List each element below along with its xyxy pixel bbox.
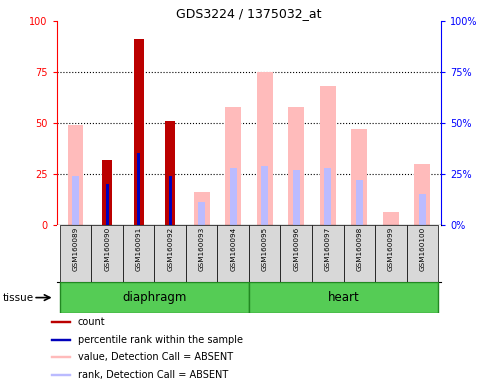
Bar [407,225,438,282]
Bar [51,374,71,376]
Text: GSM160098: GSM160098 [356,227,362,271]
Bar [60,282,249,313]
Title: GDS3224 / 1375032_at: GDS3224 / 1375032_at [176,7,322,20]
Bar [51,356,71,358]
Text: tissue: tissue [2,293,34,303]
Text: heart: heart [328,291,359,304]
Bar [419,194,426,225]
Bar [257,72,273,225]
Text: count: count [78,317,106,327]
Bar [154,225,186,282]
Bar [60,225,91,282]
Bar [352,129,367,225]
Text: GSM160090: GSM160090 [104,227,110,271]
Bar [249,225,281,282]
Bar [194,192,210,225]
Bar [217,225,249,282]
Text: percentile rank within the sample: percentile rank within the sample [78,334,243,344]
Bar [72,176,79,225]
Bar [293,170,300,225]
Bar [356,180,363,225]
Bar [134,40,143,225]
Bar [198,202,205,225]
Bar [375,225,407,282]
Bar [281,225,312,282]
Text: GSM160097: GSM160097 [325,227,331,271]
Bar [288,107,304,225]
Bar [230,168,237,225]
Bar [383,212,399,225]
Bar [169,176,172,225]
Text: GSM160094: GSM160094 [230,227,236,271]
Bar [165,121,175,225]
Bar [225,107,241,225]
Text: GSM160100: GSM160100 [420,227,425,271]
Bar [344,225,375,282]
Text: diaphragm: diaphragm [122,291,186,304]
Bar [186,225,217,282]
Text: GSM160091: GSM160091 [136,227,141,271]
Text: GSM160089: GSM160089 [72,227,78,271]
Bar [106,184,108,225]
Bar [312,225,344,282]
Bar [320,86,336,225]
Bar [51,339,71,341]
Text: rank, Detection Call = ABSENT: rank, Detection Call = ABSENT [78,370,228,380]
Bar [68,125,83,225]
Text: GSM160093: GSM160093 [199,227,205,271]
Bar [91,225,123,282]
Bar [261,166,268,225]
Text: value, Detection Call = ABSENT: value, Detection Call = ABSENT [78,353,233,362]
Bar [415,164,430,225]
Text: GSM160095: GSM160095 [262,227,268,271]
Text: GSM160099: GSM160099 [388,227,394,271]
Bar [123,225,154,282]
Bar [102,159,112,225]
Text: GSM160092: GSM160092 [167,227,173,271]
Bar [137,154,140,225]
Text: GSM160096: GSM160096 [293,227,299,271]
Bar [249,282,438,313]
Bar [324,168,331,225]
Bar [51,321,71,323]
